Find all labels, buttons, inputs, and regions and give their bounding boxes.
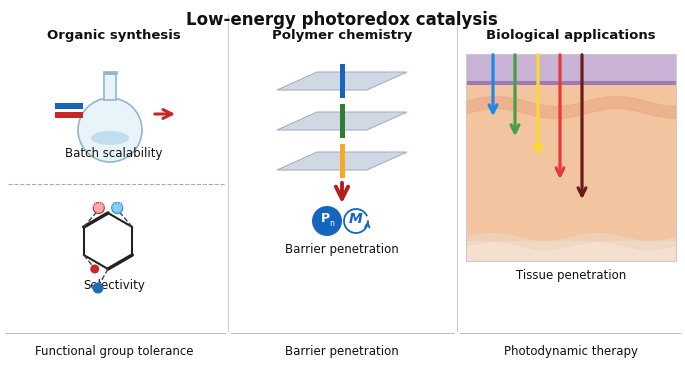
FancyBboxPatch shape <box>55 103 83 109</box>
Text: Polymer chemistry: Polymer chemistry <box>272 29 412 42</box>
FancyBboxPatch shape <box>104 74 116 100</box>
Circle shape <box>112 203 123 214</box>
FancyBboxPatch shape <box>340 104 345 138</box>
Text: P: P <box>321 213 329 225</box>
Text: Tissue penetration: Tissue penetration <box>516 269 626 282</box>
FancyBboxPatch shape <box>466 241 676 261</box>
Polygon shape <box>277 72 407 90</box>
Text: Selectivity: Selectivity <box>83 279 145 292</box>
Polygon shape <box>277 112 407 130</box>
FancyBboxPatch shape <box>103 71 117 74</box>
Polygon shape <box>277 152 407 170</box>
Circle shape <box>90 265 99 273</box>
Ellipse shape <box>91 131 129 145</box>
Circle shape <box>312 206 342 236</box>
FancyBboxPatch shape <box>340 64 345 98</box>
FancyBboxPatch shape <box>466 85 676 261</box>
FancyBboxPatch shape <box>340 144 345 178</box>
FancyBboxPatch shape <box>55 112 83 118</box>
Circle shape <box>93 203 104 214</box>
FancyBboxPatch shape <box>466 54 676 82</box>
Text: n: n <box>329 220 334 228</box>
Text: Biological applications: Biological applications <box>486 29 656 42</box>
Text: Low-energy photoredox catalysis: Low-energy photoredox catalysis <box>186 11 498 29</box>
FancyBboxPatch shape <box>466 81 676 85</box>
Text: Barrier penetration: Barrier penetration <box>285 345 399 358</box>
Text: Functional group tolerance: Functional group tolerance <box>35 345 193 358</box>
Circle shape <box>78 98 142 162</box>
Text: Photodynamic therapy: Photodynamic therapy <box>504 345 638 358</box>
Text: Organic synthesis: Organic synthesis <box>47 29 181 42</box>
Text: Batch scalability: Batch scalability <box>65 147 163 160</box>
Circle shape <box>92 283 103 293</box>
Text: Barrier penetration: Barrier penetration <box>285 243 399 256</box>
Text: M: M <box>349 212 363 226</box>
